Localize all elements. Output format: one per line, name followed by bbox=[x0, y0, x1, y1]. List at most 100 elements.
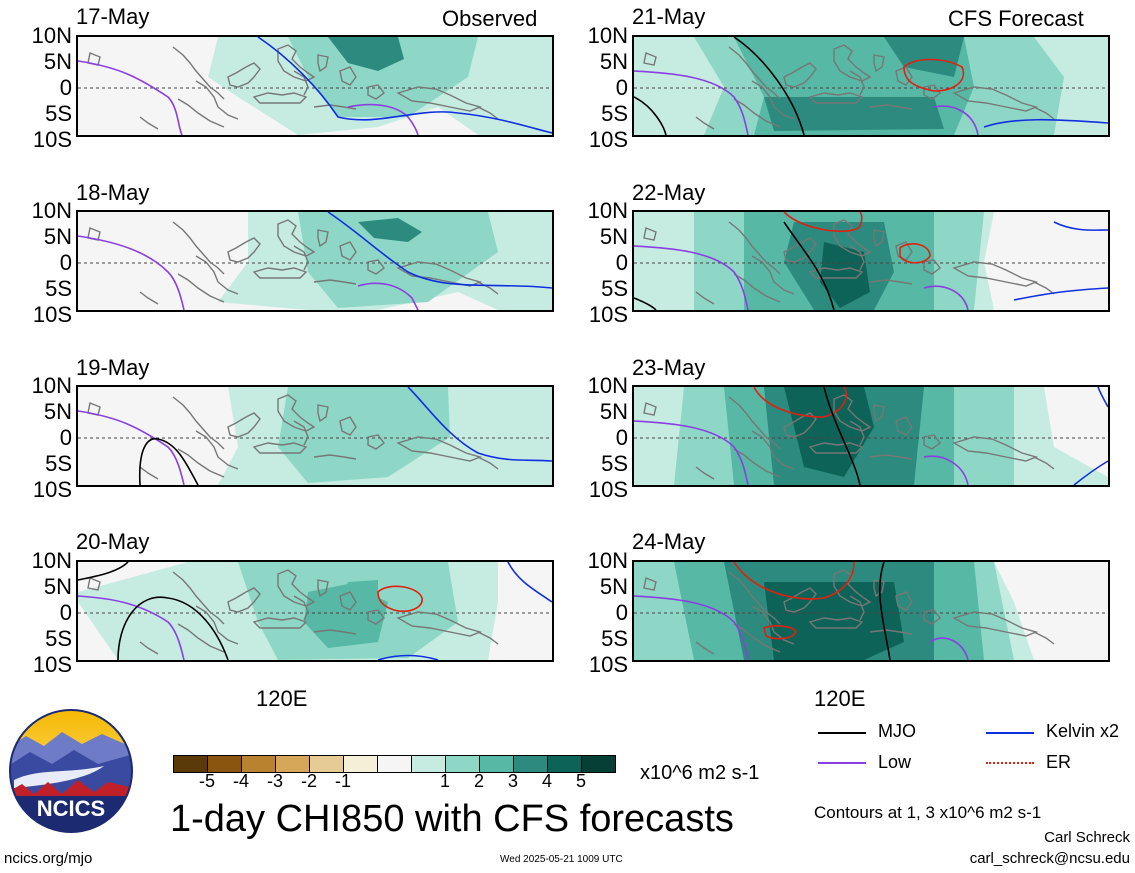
coastline bbox=[751, 605, 795, 645]
lat-label: 0 bbox=[59, 75, 72, 100]
lat-label: 10N bbox=[31, 198, 72, 223]
legend-kelvin-label: Kelvin x2 bbox=[1046, 721, 1120, 741]
coastline bbox=[695, 116, 715, 130]
wave-contour bbox=[923, 455, 969, 485]
lat-label: 10N bbox=[31, 373, 72, 398]
wave-contour bbox=[783, 221, 835, 310]
map-svg bbox=[78, 562, 552, 660]
coastline bbox=[227, 412, 261, 438]
map-panel-24-may bbox=[632, 560, 1110, 662]
coastline bbox=[849, 420, 865, 446]
wave-contour bbox=[1097, 387, 1108, 408]
legend-mjo-label: MJO bbox=[878, 721, 916, 741]
anomaly-fill bbox=[764, 97, 944, 131]
lat-label: 10S bbox=[32, 477, 72, 502]
coastline bbox=[195, 80, 239, 120]
coastline bbox=[139, 116, 159, 130]
logo-text: NCICS bbox=[37, 796, 105, 821]
coastline bbox=[227, 587, 261, 613]
anomaly-fill bbox=[328, 37, 404, 71]
coastline bbox=[783, 62, 817, 88]
lat-label: 5N bbox=[599, 224, 628, 249]
coastline bbox=[195, 605, 239, 645]
lat-label: 5S bbox=[45, 101, 72, 126]
coastline bbox=[1033, 631, 1055, 645]
lat-label: 5S bbox=[601, 451, 628, 476]
coastline bbox=[396, 611, 483, 637]
colorbar-label: -2 bbox=[300, 771, 317, 791]
coastline bbox=[339, 591, 357, 611]
lat-label: 5S bbox=[45, 626, 72, 651]
colorbar-label: 1 bbox=[439, 771, 450, 791]
lat-label: 5S bbox=[45, 451, 72, 476]
wave-contour bbox=[899, 243, 931, 264]
lat-label: 10N bbox=[31, 23, 72, 48]
anomaly-fill bbox=[984, 212, 1108, 310]
coastline bbox=[367, 609, 385, 625]
coastline bbox=[477, 631, 499, 645]
coastline bbox=[367, 84, 385, 100]
colorbar-label: -1 bbox=[334, 771, 351, 791]
coastline bbox=[728, 571, 781, 625]
wave-contour bbox=[634, 96, 667, 135]
wave-contour bbox=[753, 387, 848, 418]
lat-label: 10N bbox=[587, 373, 628, 398]
lat-label: 10N bbox=[587, 23, 628, 48]
wave-contour bbox=[78, 562, 129, 581]
coastline bbox=[923, 609, 941, 625]
coastline bbox=[87, 577, 101, 591]
wave-contour bbox=[634, 595, 749, 660]
coastline bbox=[293, 420, 309, 446]
coastline bbox=[952, 611, 1039, 637]
panel-date-21: 21-May bbox=[632, 4, 706, 29]
coastline bbox=[293, 245, 309, 271]
coastline bbox=[477, 456, 499, 470]
colorbar-label: 2 bbox=[473, 771, 484, 791]
site-link[interactable]: ncics.org/mjo bbox=[4, 850, 93, 867]
coastline bbox=[396, 86, 483, 112]
coastline bbox=[833, 569, 872, 607]
anomaly-fill bbox=[994, 562, 1108, 660]
anomaly-fill bbox=[488, 562, 552, 660]
lat-label: 5S bbox=[601, 276, 628, 301]
coastline bbox=[808, 92, 864, 104]
coastline bbox=[252, 442, 308, 454]
coastline bbox=[293, 70, 309, 96]
coastline bbox=[952, 86, 1039, 112]
coastline bbox=[869, 629, 913, 635]
coastline bbox=[139, 466, 159, 480]
map-svg bbox=[78, 387, 552, 485]
wave-contour bbox=[1073, 460, 1108, 485]
colorbar-label: 4 bbox=[541, 771, 552, 791]
lat-label: 5S bbox=[601, 626, 628, 651]
coastline bbox=[952, 261, 1039, 287]
coastline bbox=[313, 454, 357, 460]
legend-low-label: Low bbox=[878, 752, 912, 772]
map-panel-21-may bbox=[632, 35, 1110, 137]
lat-label: 5N bbox=[43, 574, 72, 599]
map-svg bbox=[634, 387, 1108, 485]
coastline bbox=[895, 241, 913, 261]
coastline bbox=[227, 62, 261, 88]
coastline bbox=[195, 255, 239, 295]
wave-contour bbox=[78, 410, 185, 485]
map-svg bbox=[78, 212, 552, 310]
coastline bbox=[873, 404, 885, 423]
colorbar-label: -3 bbox=[266, 771, 283, 791]
wave-contour bbox=[1013, 287, 1108, 301]
coastline bbox=[339, 241, 357, 261]
legend-er-line bbox=[986, 762, 1034, 764]
lat-label: 10N bbox=[587, 548, 628, 573]
coastline bbox=[923, 259, 941, 275]
coastline bbox=[751, 430, 795, 470]
coastline bbox=[1033, 456, 1055, 470]
coastline bbox=[751, 255, 795, 295]
map-svg bbox=[78, 37, 552, 135]
lat-label: 5S bbox=[45, 276, 72, 301]
lat-label: 10S bbox=[588, 127, 628, 152]
coastline bbox=[172, 46, 225, 100]
legend-low-line bbox=[818, 762, 866, 764]
colorbar-label: 5 bbox=[575, 771, 586, 791]
lat-label: 0 bbox=[59, 425, 72, 450]
panel-date-24: 24-May bbox=[632, 529, 706, 554]
